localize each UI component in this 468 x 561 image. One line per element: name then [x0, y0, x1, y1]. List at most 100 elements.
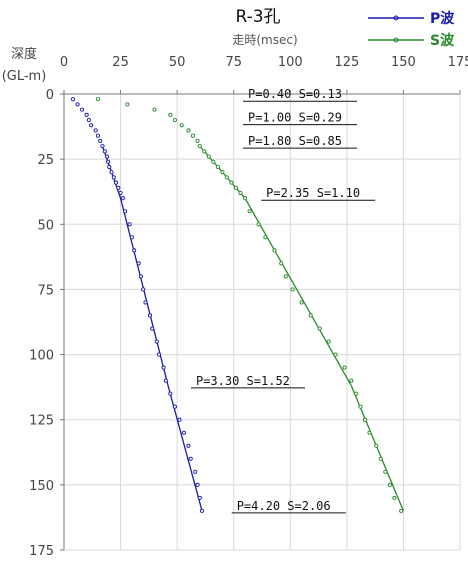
series-1-point-40 — [383, 469, 388, 474]
series-0-point-35 — [172, 404, 177, 409]
series-0-point-2 — [80, 107, 85, 112]
series-1-point-41 — [387, 482, 392, 487]
series-1-point-10 — [202, 149, 207, 154]
series-0-point-39 — [188, 456, 193, 461]
y-axis-unit: (GL-m) — [2, 69, 47, 84]
legend-p-label: P波 — [430, 10, 455, 27]
series-0-point-31 — [156, 352, 162, 357]
series-0-point-0 — [71, 97, 76, 102]
series-1-point-27 — [299, 300, 304, 305]
series-1-segment-2 — [350, 385, 405, 512]
series-1-point-1 — [125, 102, 130, 107]
legend: P波 S波 — [368, 10, 455, 49]
series-1-point-43 — [399, 508, 404, 513]
y-tick-label-6: 150 — [29, 479, 54, 494]
series-1-point-11 — [206, 154, 211, 159]
series-1-point-8 — [195, 138, 200, 143]
series-0-point-24 — [136, 261, 141, 266]
series-1-point-3 — [168, 112, 173, 117]
x-tick-label-7: 175 — [448, 55, 468, 70]
series-0-point-16 — [113, 180, 119, 185]
series-0-point-21 — [127, 222, 132, 227]
series-0-point-10 — [102, 149, 107, 154]
series-0-point-19 — [120, 196, 125, 201]
series-0-point-22 — [129, 235, 134, 240]
legend-s-marker — [393, 37, 399, 43]
series-1-point-7 — [190, 133, 196, 138]
series-1-point-38 — [374, 443, 379, 448]
series-0-point-20 — [123, 209, 128, 214]
series-0-point-26 — [141, 287, 146, 292]
chart-title: R-3孔 — [235, 7, 280, 27]
series-1-point-22 — [263, 235, 268, 240]
series-1-point-31 — [333, 352, 338, 357]
annotation-label-0: P=0.40 S=0.13 — [248, 87, 342, 101]
y-tick-label-5: 125 — [29, 414, 54, 429]
series-0-point-28 — [147, 313, 153, 318]
x-tick-label-5: 125 — [334, 55, 359, 70]
series-1-point-6 — [186, 128, 191, 133]
annotation-label-3: P=2.35 S=1.10 — [266, 186, 360, 200]
series-0-point-34 — [168, 391, 173, 396]
series-0-point-37 — [181, 430, 186, 435]
annotation-label-1: P=1.00 S=0.29 — [248, 111, 342, 125]
series-1-point-0 — [95, 97, 100, 102]
y-tick-label-7: 175 — [29, 544, 54, 559]
series-0-point-11 — [104, 154, 110, 159]
series-0-point-41 — [195, 482, 200, 487]
series-1-point-18 — [238, 190, 243, 196]
series-0-point-6 — [93, 128, 98, 133]
series-1-point-16 — [229, 180, 234, 185]
series-0-point-8 — [98, 138, 103, 143]
series-0-segment-2 — [167, 385, 203, 512]
y-tick-label-2: 50 — [37, 218, 54, 233]
series-1-point-42 — [392, 495, 397, 500]
series-1-point-24 — [279, 261, 284, 266]
series-0-point-23 — [132, 248, 137, 253]
series-0-point-27 — [143, 300, 148, 305]
series-0-point-3 — [84, 112, 89, 117]
series-0-point-9 — [100, 144, 105, 149]
series-1-point-4 — [172, 118, 177, 123]
x-tick-label-4: 100 — [278, 55, 303, 70]
series-0-point-1 — [75, 102, 80, 107]
series-0-point-30 — [154, 339, 159, 344]
series-0-point-38 — [186, 443, 191, 448]
series-1-point-12 — [211, 159, 216, 164]
series-1-point-20 — [247, 209, 252, 214]
series-1-point-35 — [358, 404, 363, 409]
series-1-point-39 — [378, 456, 383, 461]
series-0-point-15 — [111, 175, 116, 180]
series-0-point-36 — [177, 417, 182, 422]
x-tick-label-0: 0 — [60, 55, 68, 70]
series-1-point-23 — [272, 248, 277, 253]
series-0-point-32 — [161, 365, 166, 370]
series-1-point-34 — [353, 391, 358, 396]
series-0-point-17 — [116, 185, 121, 190]
series-1-point-15 — [224, 175, 229, 180]
series-0-point-40 — [193, 469, 198, 474]
series-1-point-5 — [179, 123, 184, 128]
series-1-point-30 — [326, 339, 331, 344]
series-0-segment-1 — [119, 198, 169, 386]
series-0-point-12 — [106, 159, 111, 164]
series-1-point-2 — [152, 107, 157, 112]
series-1-point-17 — [233, 185, 239, 190]
x-tick-label-6: 150 — [391, 55, 416, 70]
series-1-point-26 — [290, 287, 295, 292]
y-axis-label: 深度 — [11, 46, 37, 62]
series-0-point-42 — [197, 495, 202, 500]
annotation-label-2: P=1.80 S=0.85 — [248, 134, 342, 148]
series-1-point-9 — [197, 144, 202, 149]
annotation-label-4: P=3.30 S=1.52 — [196, 374, 290, 388]
series-0-point-7 — [95, 133, 100, 138]
series-1-point-29 — [317, 326, 322, 331]
legend-s-label: S波 — [430, 32, 455, 49]
series-0-point-13 — [107, 164, 112, 170]
series-1-point-32 — [342, 365, 347, 370]
series-0-point-18 — [118, 190, 123, 196]
series-0-point-33 — [163, 378, 168, 383]
series-1-segment-1 — [244, 197, 352, 387]
x-tick-label-1: 25 — [112, 55, 129, 70]
